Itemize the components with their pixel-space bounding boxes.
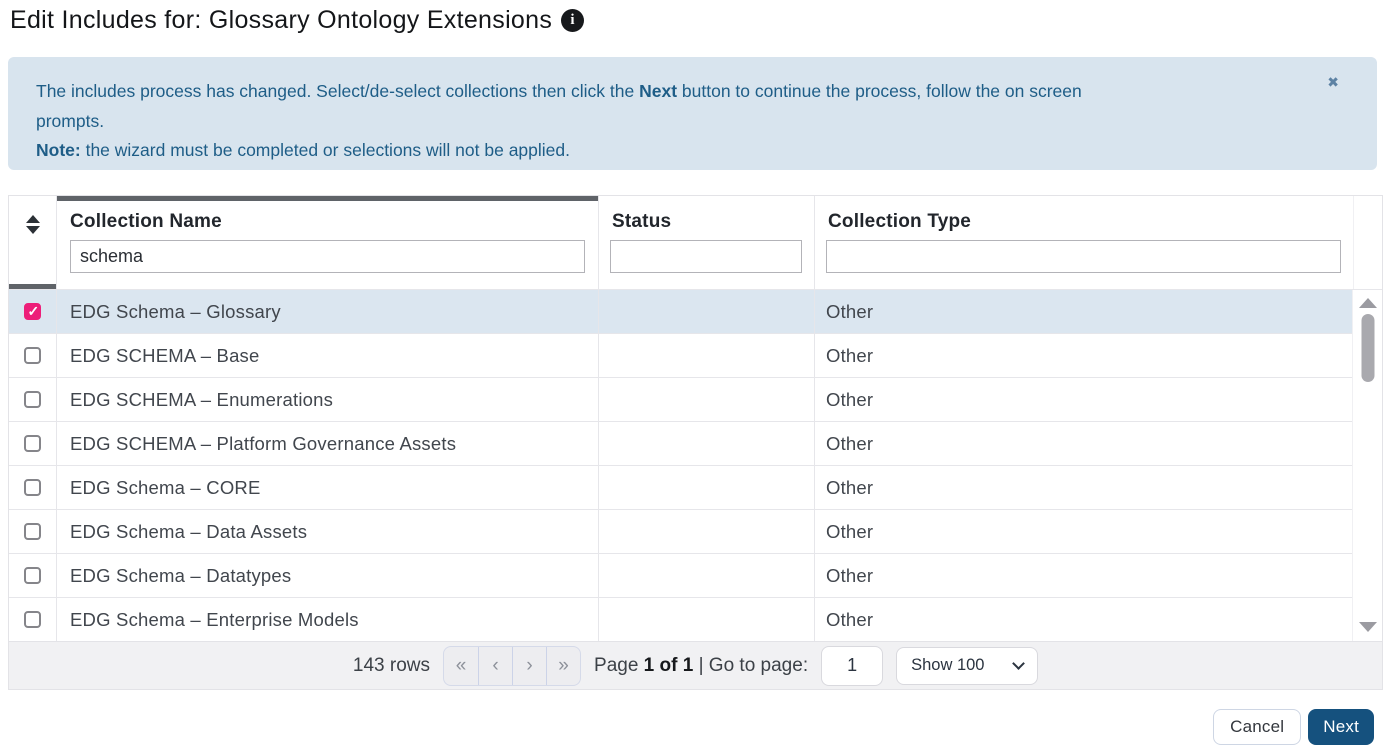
collection-name-cell: EDG Schema – Data Assets [56,510,598,553]
page-title-text: Edit Includes for: Glossary Ontology Ext… [10,6,553,34]
collection-name-cell: EDG Schema – Glossary [56,290,598,333]
first-page-button[interactable]: « [444,647,478,685]
table-row[interactable]: EDG SCHEMA – Enumerations Other [9,378,1352,422]
row-checkbox[interactable] [24,611,41,628]
collection-name-cell: EDG SCHEMA – Enumerations [56,378,598,421]
collection-name-header-label: Collection Name [70,211,222,232]
next-button[interactable]: Next [1308,709,1374,745]
collection-type-cell: Other [814,290,1352,333]
page-size-select[interactable]: Show 100 [896,646,1039,685]
column-drag-indicator-bottom [9,284,56,289]
collection-name-cell: EDG Schema – CORE [56,466,598,509]
banner-note: Note: the wizard must be completed or se… [36,140,571,160]
header-collection-name: Collection Name [56,196,598,289]
info-icon[interactable]: i [561,9,585,32]
page-size-value: Show 100 [911,656,985,674]
status-header-label: Status [612,211,672,232]
pagination-bar: 143 rows « ‹ › » Page 1 of 1 | Go to pag… [9,641,1382,689]
table-row[interactable]: EDG Schema – Data Assets Other [9,510,1352,554]
collections-table: Collection Name Status Collection Type E… [8,195,1383,690]
row-checkbox[interactable] [24,523,41,540]
table-row[interactable]: EDG Schema – Datatypes Other [9,554,1352,598]
scroll-up-arrow-icon[interactable] [1358,298,1377,308]
collection-name-cell: EDG SCHEMA – Platform Governance Assets [56,422,598,465]
table-row[interactable]: EDG Schema – Enterprise Models Other [9,598,1352,642]
collection-type-header-label: Collection Type [828,211,972,232]
header-scrollbar-spacer [1353,196,1382,289]
sort-down-arrow-icon [25,226,40,234]
collection-type-cell: Other [814,554,1352,597]
scrollbar-thumb[interactable] [1361,314,1374,382]
header-status: Status [598,196,814,289]
table-row[interactable]: EDG SCHEMA – Platform Governance Assets … [9,422,1352,466]
table-rows: EDG Schema – Glossary Other EDG SCHEMA –… [9,290,1352,642]
status-cell [598,378,814,421]
table-row[interactable]: EDG Schema – CORE Other [9,466,1352,510]
dialog-actions: Cancel Next [1213,709,1374,745]
collection-type-cell: Other [814,334,1352,377]
vertical-scrollbar[interactable] [1352,290,1382,642]
row-checkbox[interactable] [24,479,41,496]
status-cell [598,334,814,377]
sort-icon[interactable] [25,215,40,289]
banner-line-1: The includes process has changed. Select… [36,81,1082,101]
pager-buttons: « ‹ › » [443,645,582,686]
collection-type-cell: Other [814,510,1352,553]
row-checkbox[interactable] [24,391,41,408]
status-cell [598,290,814,333]
collection-name-cell: EDG Schema – Datatypes [56,554,598,597]
header-collection-type: Collection Type [814,196,1353,289]
last-page-button[interactable]: » [546,646,580,685]
collection-type-cell: Other [814,378,1352,421]
info-banner-text: The includes process has changed. Select… [8,57,1377,166]
banner-line-2: prompts. [36,110,105,131]
chevron-down-icon [1012,657,1025,670]
collection-type-cell: Other [814,598,1352,641]
row-checkbox[interactable] [24,567,41,584]
table-body: EDG Schema – Glossary Other EDG SCHEMA –… [9,290,1382,642]
sort-up-arrow-icon [25,215,40,223]
collection-type-filter-input[interactable] [826,240,1341,273]
page-status-label: Page 1 of 1 | Go to page: [594,654,809,676]
status-cell [598,598,814,641]
goto-page-label: Go to page: [708,654,809,676]
collection-type-cell: Other [814,422,1352,465]
status-cell [598,510,814,553]
table-row[interactable]: EDG Schema – Glossary Other [9,290,1352,334]
header-select-column [9,196,56,289]
info-banner: The includes process has changed. Select… [8,57,1377,170]
cancel-button[interactable]: Cancel [1213,709,1302,745]
collection-name-filter-input[interactable] [70,240,585,273]
table-row[interactable]: EDG SCHEMA – Base Other [9,334,1352,378]
row-count-label: 143 rows [352,654,431,676]
row-checkbox[interactable] [24,303,41,320]
status-filter-input[interactable] [610,240,802,273]
collection-name-cell: EDG SCHEMA – Base [56,334,598,377]
status-cell [598,554,814,597]
column-drag-indicator-top [57,196,598,201]
close-icon[interactable]: ✖ [1327,74,1339,90]
collection-name-cell: EDG Schema – Enterprise Models [56,598,598,641]
scroll-down-arrow-icon[interactable] [1358,622,1377,632]
status-cell [598,422,814,465]
next-page-button[interactable]: › [512,646,546,685]
status-cell [598,466,814,509]
row-checkbox[interactable] [24,435,41,452]
table-header-row: Collection Name Status Collection Type [9,196,1382,290]
collection-type-cell: Other [814,466,1352,509]
page-title: Edit Includes for: Glossary Ontology Ext… [10,6,585,35]
previous-page-button[interactable]: ‹ [478,646,512,685]
row-checkbox[interactable] [24,347,41,364]
goto-page-input[interactable] [821,645,884,686]
